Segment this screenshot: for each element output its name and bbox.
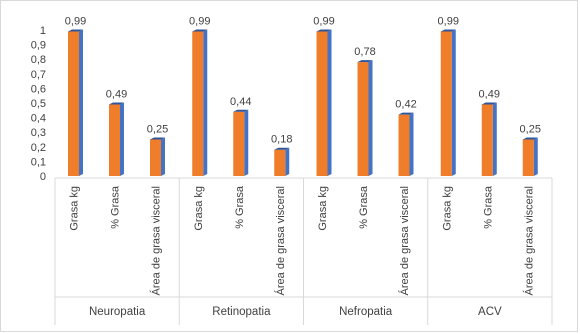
bar-top [68, 29, 83, 32]
y-tick-label: 0,5 [31, 98, 46, 110]
bar-category-label: Área de grasa visceral [274, 186, 287, 295]
data-label: 0,99 [438, 15, 459, 27]
bar [192, 31, 204, 177]
data-label: 0,25 [520, 124, 541, 136]
bar [481, 104, 493, 176]
data-label: 0,78 [354, 46, 375, 58]
y-tick-label: 0,7 [31, 69, 46, 81]
y-tick-label: 0,1 [31, 156, 46, 168]
bar-top [481, 102, 497, 105]
bar [233, 111, 245, 176]
data-label: 0,44 [230, 96, 251, 108]
bar-top [398, 112, 414, 115]
group-label: ACV [478, 306, 502, 318]
bar [274, 149, 286, 176]
bar [150, 139, 161, 176]
bar-side [451, 29, 456, 177]
bar-category-label: Área de grasa visceral [150, 186, 163, 295]
bar-top [109, 102, 124, 105]
bar-top [150, 137, 165, 140]
group-label: Nefropatia [339, 306, 393, 318]
bar-category-label: Área de grasa visceral [398, 186, 411, 295]
bar-top [192, 29, 208, 32]
bar-top [274, 147, 290, 150]
bar-category-label: Grasa kg [317, 186, 329, 231]
bar-category-label: Grasa kg [441, 186, 453, 231]
data-label: 0,25 [147, 124, 168, 136]
bar-side [203, 29, 208, 177]
bar-top [440, 29, 456, 32]
bar-side [161, 137, 165, 176]
data-label: 0,49 [479, 88, 500, 100]
y-tick-label: 0,3 [31, 127, 46, 139]
y-tick-label: 0,6 [31, 83, 46, 95]
bar-side [285, 147, 290, 176]
data-label: 0,99 [313, 15, 334, 27]
y-tick-label: 1 [40, 25, 46, 37]
bar-side [244, 109, 249, 176]
bar-side [409, 112, 414, 176]
bar-top [316, 29, 332, 32]
bar [522, 139, 534, 176]
y-tick-label: 0,8 [31, 54, 46, 66]
bar [68, 31, 79, 177]
bar-side [368, 60, 373, 177]
data-label: 0,99 [65, 15, 86, 27]
bar [316, 31, 328, 177]
bar-top [233, 109, 249, 112]
bar-top [522, 137, 538, 140]
bar-category-label: Área de grasa visceral [522, 186, 535, 295]
group-label: Neuropatia [89, 306, 146, 318]
bar-category-label: % Grasa [482, 185, 494, 229]
bar [357, 62, 369, 177]
bar-side [492, 102, 497, 176]
bar-category-label: Grasa kg [193, 186, 205, 231]
data-label: 0,49 [106, 88, 127, 100]
y-tick-label: 0,4 [31, 113, 46, 125]
y-tick-label: 0,2 [31, 142, 46, 154]
bar [440, 31, 452, 177]
group-label: Retinopatia [212, 306, 271, 318]
data-label: 0,18 [271, 134, 292, 146]
bar-side [120, 102, 124, 176]
bar-side [533, 137, 538, 176]
bar [398, 114, 410, 176]
bar-side [79, 29, 83, 177]
data-label: 0,42 [395, 99, 416, 111]
bar-side [327, 29, 332, 177]
y-tick-label: 0 [40, 171, 46, 183]
data-label: 0,99 [189, 15, 210, 27]
bar-top [357, 60, 373, 63]
bar-category-label: % Grasa [234, 185, 246, 229]
bar-category-label: % Grasa [110, 185, 122, 229]
bar-category-label: Grasa kg [69, 186, 81, 231]
bar-category-label: % Grasa [358, 185, 370, 229]
y-tick-label: 0,9 [31, 40, 46, 52]
bar [109, 104, 120, 176]
